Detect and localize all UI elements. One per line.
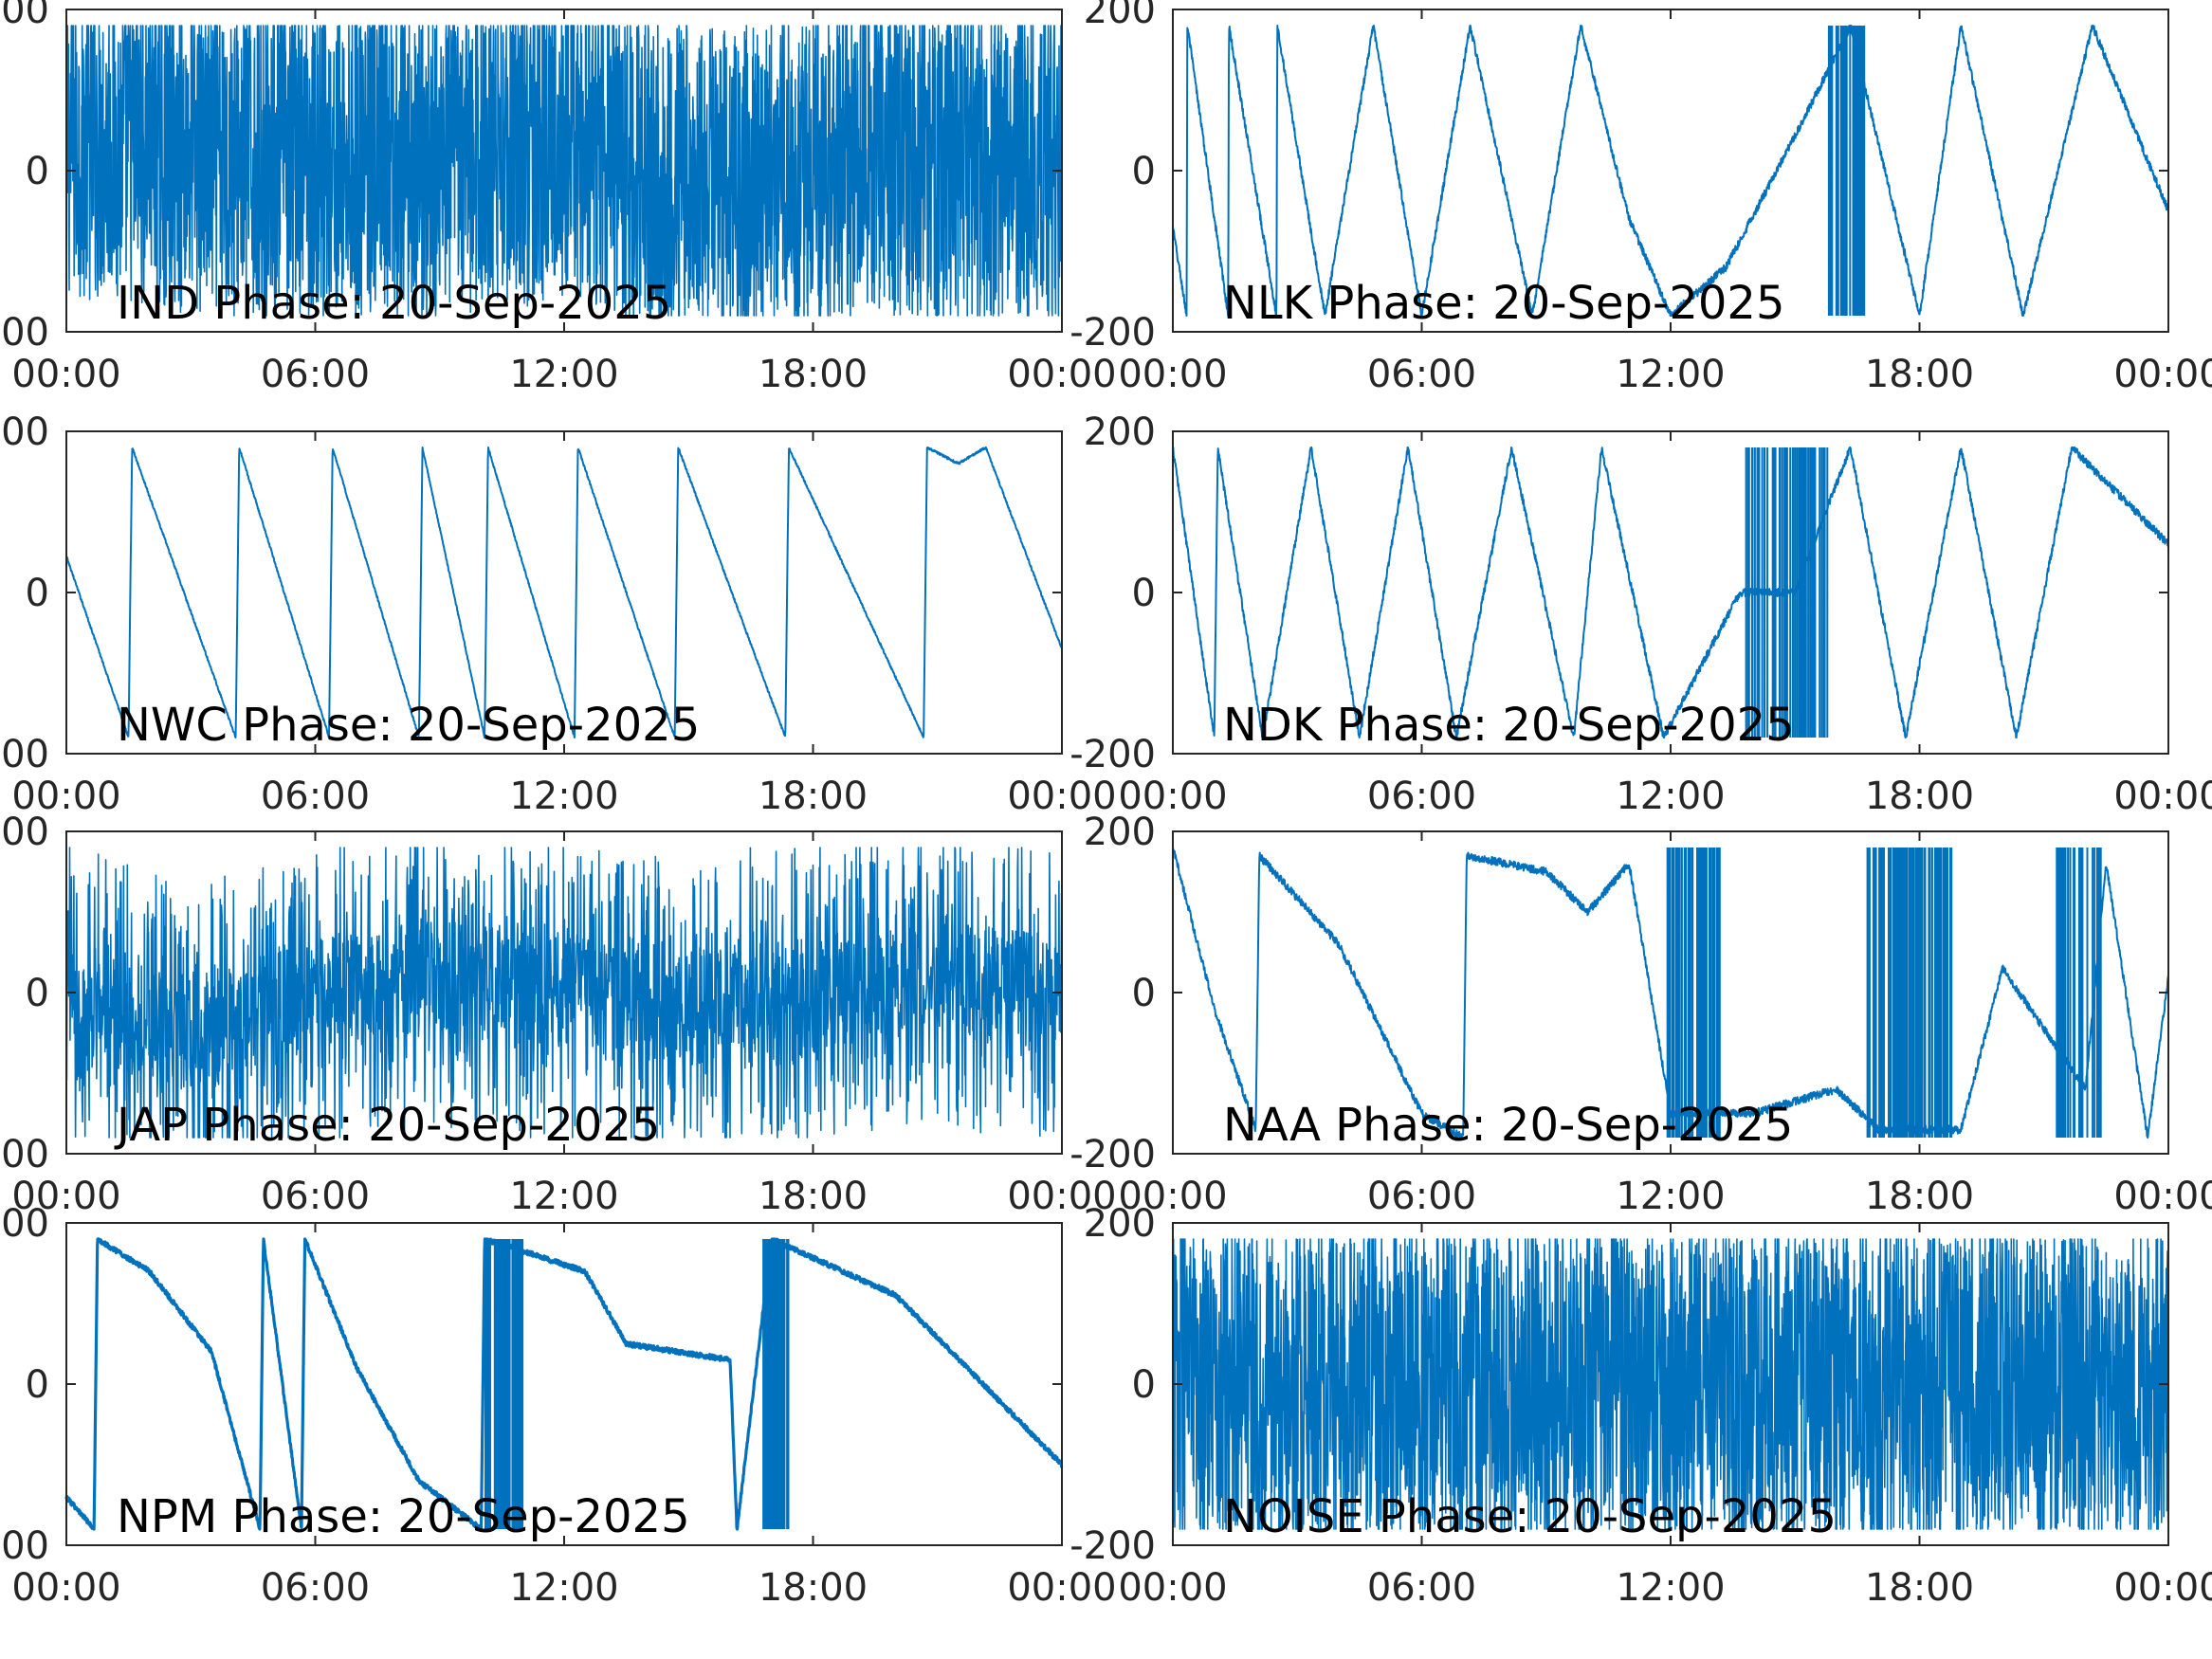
y-tick-label: 0: [26, 972, 49, 1015]
x-tick-label: 00:00: [1118, 353, 1227, 396]
y-tick-label: 0: [26, 150, 49, 193]
y-tick-label: 0: [26, 572, 49, 615]
y-tick-label: 0: [26, 1363, 49, 1407]
y-tick-label: 200: [0, 1202, 49, 1246]
phase-line: [1172, 1238, 2169, 1530]
panel-title: JAP Phase: 20-Sep-2025: [114, 1099, 660, 1152]
x-tick-label: 18:00: [1865, 775, 1974, 818]
x-tick-label: 12:00: [1616, 775, 1725, 818]
y-tick-label: 200: [1084, 410, 1156, 454]
x-tick-label: 12:00: [509, 1175, 618, 1218]
y-tick-label: -200: [1069, 1524, 1156, 1568]
x-tick-label: 06:00: [261, 1175, 370, 1218]
phase-line: [64, 1237, 1064, 1531]
plot-area: [1173, 9, 2168, 332]
y-tick-label: 0: [1132, 972, 1156, 1015]
y-tick-label: 0: [1132, 572, 1156, 615]
y-tick-label: -200: [0, 1524, 49, 1568]
y-tick-label: -200: [1069, 311, 1156, 355]
y-tick-label: 200: [1084, 1202, 1156, 1246]
x-tick-label: 00:00: [1007, 775, 1116, 818]
x-tick-label: 06:00: [261, 353, 370, 396]
x-tick-label: 12:00: [1616, 353, 1725, 396]
x-tick-label: 12:00: [1616, 1175, 1725, 1218]
x-tick-label: 12:00: [1616, 1566, 1725, 1610]
plot-area: [1173, 431, 2168, 754]
x-tick-label: 12:00: [509, 353, 618, 396]
panel-title: NLK Phase: 20-Sep-2025: [1223, 277, 1784, 330]
x-tick-label: 06:00: [1367, 1566, 1476, 1610]
x-tick-label: 00:00: [1007, 353, 1116, 396]
x-tick-label: 00:00: [2113, 1566, 2212, 1610]
y-tick-label: 0: [1132, 1363, 1156, 1407]
x-tick-label: 00:00: [11, 353, 120, 396]
y-tick-label: 200: [1084, 811, 1156, 854]
x-tick-label: 06:00: [261, 1566, 370, 1610]
x-tick-label: 00:00: [1007, 1175, 1116, 1218]
x-tick-label: 18:00: [1865, 1175, 1974, 1218]
x-tick-label: 00:00: [2113, 775, 2212, 818]
x-tick-label: 06:00: [1367, 353, 1476, 396]
x-tick-label: 18:00: [1865, 1566, 1974, 1610]
phase-line: [1172, 447, 2169, 738]
x-tick-label: 18:00: [1865, 353, 1974, 396]
panel-title: IND Phase: 20-Sep-2025: [117, 277, 671, 330]
x-tick-label: 18:00: [759, 1566, 868, 1610]
x-tick-label: 18:00: [759, 775, 868, 818]
y-tick-label: 200: [0, 410, 49, 454]
panel-title: NPM Phase: 20-Sep-2025: [117, 1490, 690, 1543]
panel-title: NDK Phase: 20-Sep-2025: [1223, 699, 1795, 752]
phase-line: [65, 25, 1063, 317]
y-tick-label: 200: [1084, 0, 1156, 32]
x-tick-label: 06:00: [261, 775, 370, 818]
plot-area: [66, 1223, 1062, 1545]
phase-line: [1172, 25, 2169, 317]
x-tick-label: 00:00: [1118, 1175, 1227, 1218]
y-tick-label: 200: [0, 0, 49, 32]
phase-line: [1172, 847, 2169, 1139]
x-tick-label: 00:00: [11, 775, 120, 818]
x-tick-label: 12:00: [509, 775, 618, 818]
x-tick-label: 00:00: [1118, 1566, 1227, 1610]
x-tick-label: 18:00: [759, 353, 868, 396]
y-tick-label: 200: [0, 811, 49, 854]
y-tick-label: -200: [0, 311, 49, 355]
panel-title: NAA Phase: 20-Sep-2025: [1223, 1099, 1793, 1152]
panel-title: NOISE Phase: 20-Sep-2025: [1223, 1490, 1837, 1543]
x-tick-label: 18:00: [759, 1175, 868, 1218]
x-tick-label: 00:00: [1118, 775, 1227, 818]
phase-line: [65, 847, 1063, 1139]
x-tick-label: 06:00: [1367, 1175, 1476, 1218]
x-tick-label: 00:00: [2113, 1175, 2212, 1218]
x-tick-label: 06:00: [1367, 775, 1476, 818]
y-tick-label: -200: [0, 733, 49, 776]
y-tick-label: -200: [0, 1133, 49, 1176]
y-tick-label: -200: [1069, 1133, 1156, 1176]
phase-line: [65, 447, 1063, 738]
x-tick-label: 00:00: [1007, 1566, 1116, 1610]
y-tick-label: 0: [1132, 150, 1156, 193]
x-tick-label: 00:00: [11, 1566, 120, 1610]
x-tick-label: 12:00: [509, 1566, 618, 1610]
x-tick-label: 00:00: [2113, 353, 2212, 396]
x-tick-label: 00:00: [11, 1175, 120, 1218]
panel-title: NWC Phase: 20-Sep-2025: [117, 699, 700, 752]
y-tick-label: -200: [1069, 733, 1156, 776]
